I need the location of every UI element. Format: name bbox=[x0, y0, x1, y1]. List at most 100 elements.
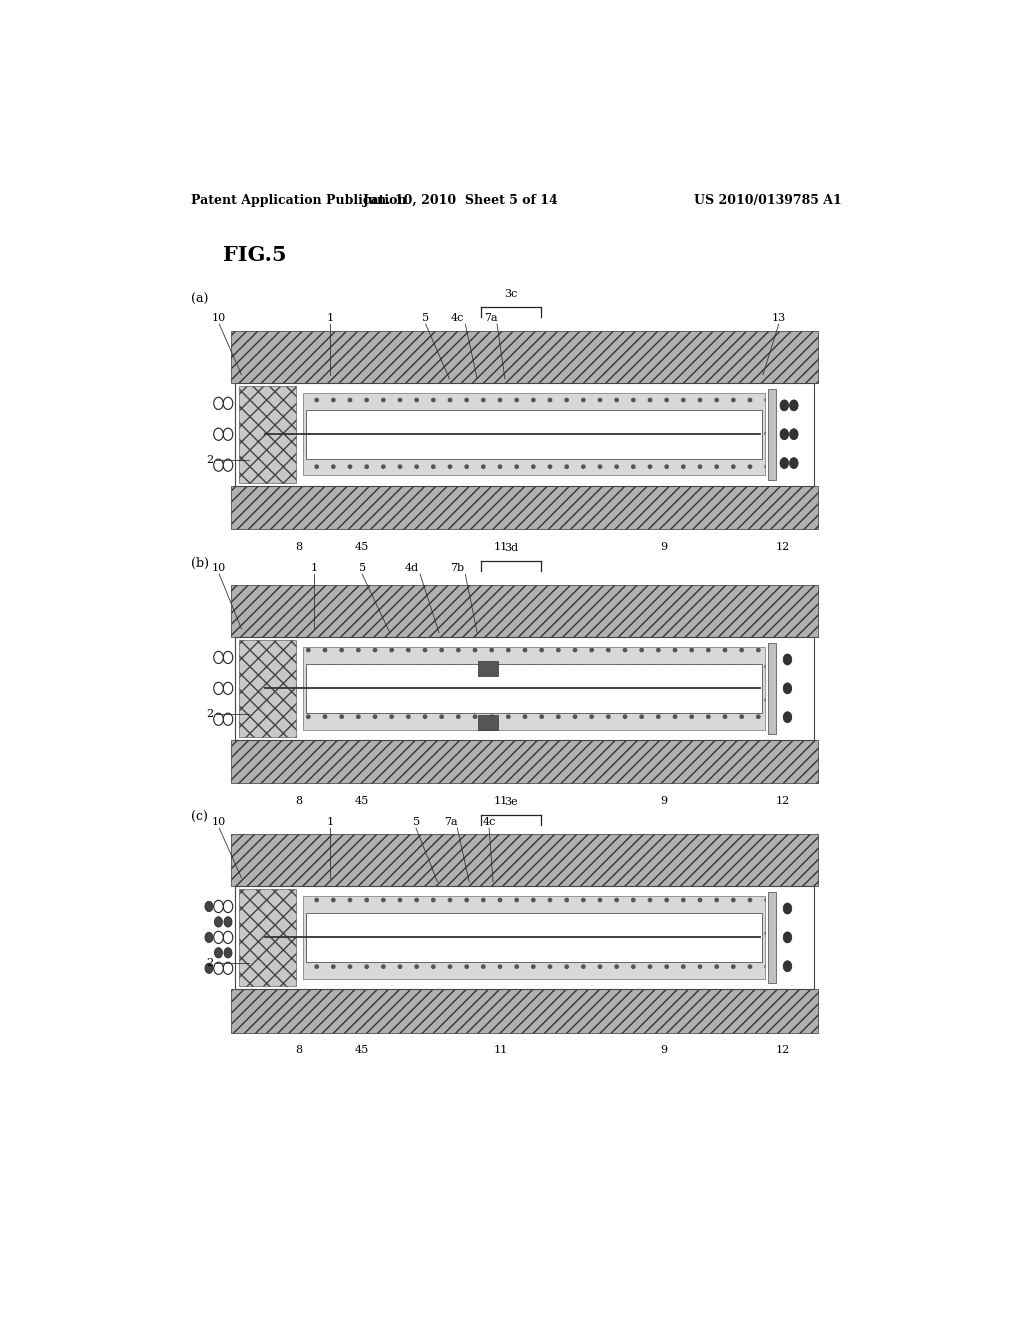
Circle shape bbox=[205, 964, 213, 973]
Bar bbox=[303, 647, 765, 730]
Circle shape bbox=[214, 900, 223, 912]
Circle shape bbox=[214, 932, 223, 944]
Bar bbox=[303, 393, 765, 475]
Text: 12: 12 bbox=[775, 541, 790, 552]
Circle shape bbox=[205, 902, 213, 912]
Circle shape bbox=[783, 903, 792, 913]
Text: 10: 10 bbox=[212, 817, 226, 828]
Text: US 2010/0139785 A1: US 2010/0139785 A1 bbox=[694, 194, 842, 207]
Circle shape bbox=[214, 962, 223, 974]
Text: 5: 5 bbox=[358, 564, 366, 573]
Text: 3c: 3c bbox=[504, 289, 517, 298]
Circle shape bbox=[790, 458, 798, 469]
Bar bbox=[236, 886, 814, 989]
Bar bbox=[231, 585, 818, 636]
Text: 8: 8 bbox=[295, 796, 302, 805]
Circle shape bbox=[223, 932, 232, 944]
Bar bbox=[231, 331, 818, 383]
Bar bbox=[231, 741, 818, 784]
Text: 4d: 4d bbox=[406, 564, 419, 573]
Text: (c): (c) bbox=[191, 810, 208, 824]
Circle shape bbox=[780, 400, 788, 411]
Bar bbox=[236, 383, 814, 486]
Text: 10: 10 bbox=[212, 313, 226, 323]
Bar bbox=[768, 892, 776, 982]
Text: 45: 45 bbox=[355, 541, 370, 552]
Bar bbox=[231, 989, 818, 1032]
Text: 4c: 4c bbox=[482, 817, 496, 828]
Text: 10: 10 bbox=[212, 564, 226, 573]
Circle shape bbox=[223, 428, 232, 441]
Bar bbox=[478, 714, 499, 730]
Circle shape bbox=[214, 682, 223, 694]
Circle shape bbox=[223, 651, 232, 664]
Circle shape bbox=[783, 961, 792, 972]
Circle shape bbox=[205, 932, 213, 942]
Circle shape bbox=[223, 713, 232, 726]
Text: 3e: 3e bbox=[504, 797, 518, 807]
Text: 9: 9 bbox=[660, 541, 668, 552]
Circle shape bbox=[790, 400, 798, 411]
Text: 8: 8 bbox=[295, 1044, 302, 1055]
Text: 45: 45 bbox=[355, 796, 370, 805]
Circle shape bbox=[783, 653, 792, 665]
Text: Patent Application Publication: Patent Application Publication bbox=[191, 194, 407, 207]
Text: FIG.5: FIG.5 bbox=[223, 244, 287, 265]
Bar bbox=[240, 385, 296, 483]
Text: 12: 12 bbox=[775, 796, 790, 805]
Text: 12: 12 bbox=[775, 1044, 790, 1055]
Text: 4c: 4c bbox=[451, 313, 464, 323]
Text: 11: 11 bbox=[494, 541, 508, 552]
Text: 8: 8 bbox=[295, 541, 302, 552]
Text: Jun. 10, 2010  Sheet 5 of 14: Jun. 10, 2010 Sheet 5 of 14 bbox=[364, 194, 559, 207]
Text: 1: 1 bbox=[327, 313, 334, 323]
Circle shape bbox=[223, 682, 232, 694]
Bar bbox=[303, 896, 765, 978]
Text: 7a: 7a bbox=[484, 313, 498, 323]
Text: 2: 2 bbox=[206, 455, 213, 465]
Circle shape bbox=[223, 900, 232, 912]
Circle shape bbox=[780, 458, 788, 469]
Text: 9: 9 bbox=[660, 1044, 668, 1055]
Bar bbox=[236, 636, 814, 741]
Bar bbox=[240, 888, 296, 986]
Text: 5: 5 bbox=[413, 817, 420, 828]
Circle shape bbox=[214, 916, 222, 927]
Circle shape bbox=[214, 713, 223, 726]
Bar bbox=[240, 640, 296, 737]
Circle shape bbox=[214, 459, 223, 471]
Circle shape bbox=[223, 459, 232, 471]
Bar bbox=[231, 834, 818, 886]
Text: 13: 13 bbox=[772, 313, 785, 323]
Circle shape bbox=[214, 651, 223, 664]
Text: 11: 11 bbox=[494, 796, 508, 805]
Circle shape bbox=[214, 428, 223, 441]
Text: (b): (b) bbox=[191, 557, 210, 570]
Circle shape bbox=[224, 916, 232, 927]
Bar bbox=[306, 912, 762, 962]
Text: 7a: 7a bbox=[444, 817, 458, 828]
Text: 9: 9 bbox=[660, 796, 668, 805]
Circle shape bbox=[224, 948, 232, 958]
Circle shape bbox=[223, 397, 232, 409]
Text: 1: 1 bbox=[327, 817, 334, 828]
Text: 3d: 3d bbox=[504, 543, 518, 553]
Text: 45: 45 bbox=[355, 1044, 370, 1055]
Text: 2: 2 bbox=[206, 958, 213, 968]
Text: 11: 11 bbox=[494, 1044, 508, 1055]
Bar bbox=[768, 643, 776, 734]
Circle shape bbox=[783, 682, 792, 694]
Bar bbox=[478, 661, 499, 676]
Text: 7b: 7b bbox=[451, 564, 465, 573]
Circle shape bbox=[783, 711, 792, 722]
Text: 5: 5 bbox=[422, 313, 429, 323]
Bar bbox=[306, 664, 762, 713]
Circle shape bbox=[214, 948, 222, 958]
Bar bbox=[231, 486, 818, 529]
Text: (a): (a) bbox=[191, 293, 209, 305]
Circle shape bbox=[223, 962, 232, 974]
Circle shape bbox=[780, 429, 788, 440]
Circle shape bbox=[783, 932, 792, 942]
Bar bbox=[768, 389, 776, 479]
Circle shape bbox=[214, 397, 223, 409]
